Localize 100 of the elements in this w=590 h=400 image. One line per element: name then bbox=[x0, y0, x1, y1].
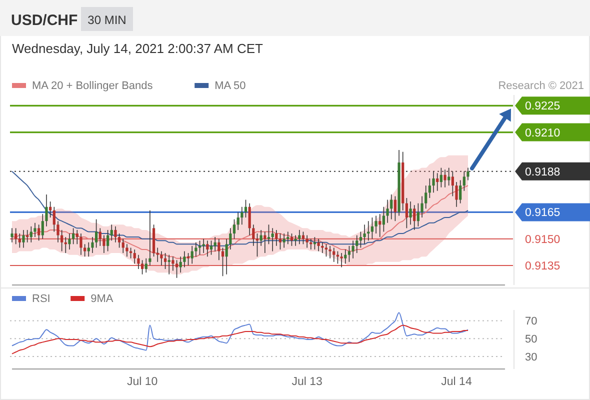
candlestick bbox=[122, 238, 124, 254]
candlestick bbox=[424, 185, 428, 210]
candlestick bbox=[413, 204, 416, 230]
candlestick bbox=[175, 260, 178, 278]
candlestick bbox=[45, 194, 48, 227]
candlestick bbox=[275, 230, 278, 246]
candlestick bbox=[106, 230, 110, 252]
legend-label: MA 50 bbox=[214, 80, 246, 92]
candlestick bbox=[102, 234, 106, 254]
candlestick bbox=[240, 206, 244, 226]
candlestick bbox=[232, 218, 236, 240]
candlestick bbox=[60, 230, 64, 252]
candlestick bbox=[363, 224, 366, 245]
candlestick bbox=[133, 249, 136, 264]
candlestick bbox=[459, 180, 462, 204]
y-tick-label: 70 bbox=[525, 316, 538, 328]
line-series bbox=[12, 312, 468, 351]
text: Research © 2021 bbox=[498, 80, 584, 92]
candlestick bbox=[324, 244, 328, 257]
candlestick bbox=[436, 172, 439, 192]
candlestick bbox=[236, 212, 240, 230]
candlestick bbox=[95, 218, 98, 248]
candlestick bbox=[378, 214, 382, 238]
candlestick bbox=[179, 256, 182, 273]
candlestick bbox=[420, 196, 424, 218]
candlestick bbox=[282, 233, 286, 248]
line-series bbox=[12, 324, 468, 354]
candlestick bbox=[405, 198, 408, 229]
candlestick bbox=[30, 226, 32, 243]
candlestick bbox=[168, 254, 170, 275]
candlestick bbox=[41, 214, 44, 240]
text: 30 MIN bbox=[88, 13, 126, 27]
candlestick bbox=[118, 233, 121, 248]
legend-label: 9MA bbox=[90, 293, 114, 305]
y-tick-label: 0.9188 bbox=[525, 166, 560, 178]
candlestick bbox=[306, 234, 308, 248]
candlestick bbox=[390, 194, 393, 220]
candlestick bbox=[428, 178, 431, 198]
candlestick bbox=[317, 238, 320, 252]
candlestick bbox=[49, 201, 52, 218]
candlestick bbox=[302, 231, 305, 245]
candlestick bbox=[264, 231, 266, 254]
candlestick bbox=[137, 254, 140, 270]
y-tick-label: 0.9225 bbox=[525, 100, 560, 113]
candlestick bbox=[278, 233, 282, 250]
candlestick bbox=[68, 233, 71, 250]
y-tick-label: 50 bbox=[525, 334, 538, 346]
candlestick bbox=[218, 238, 220, 261]
legend-label: MA 20 + Bollinger Bands bbox=[32, 80, 154, 92]
candlestick bbox=[298, 230, 301, 245]
candlestick bbox=[183, 250, 186, 268]
candlestick bbox=[126, 244, 128, 257]
candlestick bbox=[359, 231, 362, 248]
candlestick bbox=[271, 228, 274, 252]
candlestick bbox=[194, 242, 198, 257]
y-tick-label: 0.9135 bbox=[525, 260, 560, 272]
y-tick-label: 0.9165 bbox=[525, 207, 560, 220]
candlestick bbox=[344, 249, 347, 264]
candlestick bbox=[370, 217, 374, 240]
candlestick bbox=[416, 202, 420, 227]
candlestick bbox=[140, 260, 144, 275]
candlestick bbox=[172, 256, 174, 272]
candlestick bbox=[72, 228, 75, 245]
candlestick bbox=[110, 224, 113, 242]
x-tick-label: Jul 10 bbox=[126, 376, 158, 388]
chart-subtitle: Wednesday, July 14, 2021 2:00:37 AM CET bbox=[12, 41, 264, 56]
candlestick bbox=[56, 220, 60, 243]
candlestick bbox=[244, 199, 248, 218]
chart-title: USD/CHF bbox=[11, 12, 78, 29]
candlestick bbox=[267, 224, 270, 245]
candlestick bbox=[260, 230, 262, 246]
candlestick bbox=[290, 233, 294, 246]
y-tick-label: 0.9210 bbox=[525, 127, 560, 140]
candlestick bbox=[52, 206, 56, 232]
candlestick bbox=[356, 234, 358, 254]
candlestick bbox=[382, 206, 385, 232]
candlestick bbox=[328, 246, 332, 259]
candlestick bbox=[229, 228, 232, 250]
candlestick bbox=[87, 242, 90, 257]
candlestick bbox=[248, 202, 251, 236]
candlestick bbox=[91, 236, 94, 254]
candlestick bbox=[367, 220, 370, 242]
candlestick bbox=[409, 201, 412, 226]
candlestick bbox=[340, 252, 343, 268]
candlestick bbox=[164, 252, 167, 270]
candlestick bbox=[455, 182, 458, 208]
candlestick bbox=[156, 247, 159, 262]
candlestick bbox=[160, 250, 163, 266]
candlestick bbox=[210, 240, 213, 256]
y-tick-label: 30 bbox=[525, 351, 538, 364]
candlestick bbox=[206, 240, 209, 257]
candlestick bbox=[34, 222, 36, 238]
candlestick bbox=[114, 226, 117, 243]
candlestick bbox=[76, 230, 78, 245]
candlestick bbox=[386, 199, 389, 224]
candlestick bbox=[148, 210, 152, 266]
candlestick bbox=[352, 240, 354, 259]
candlestick bbox=[186, 252, 190, 266]
candlestick bbox=[374, 215, 378, 234]
candlestick bbox=[144, 258, 148, 273]
